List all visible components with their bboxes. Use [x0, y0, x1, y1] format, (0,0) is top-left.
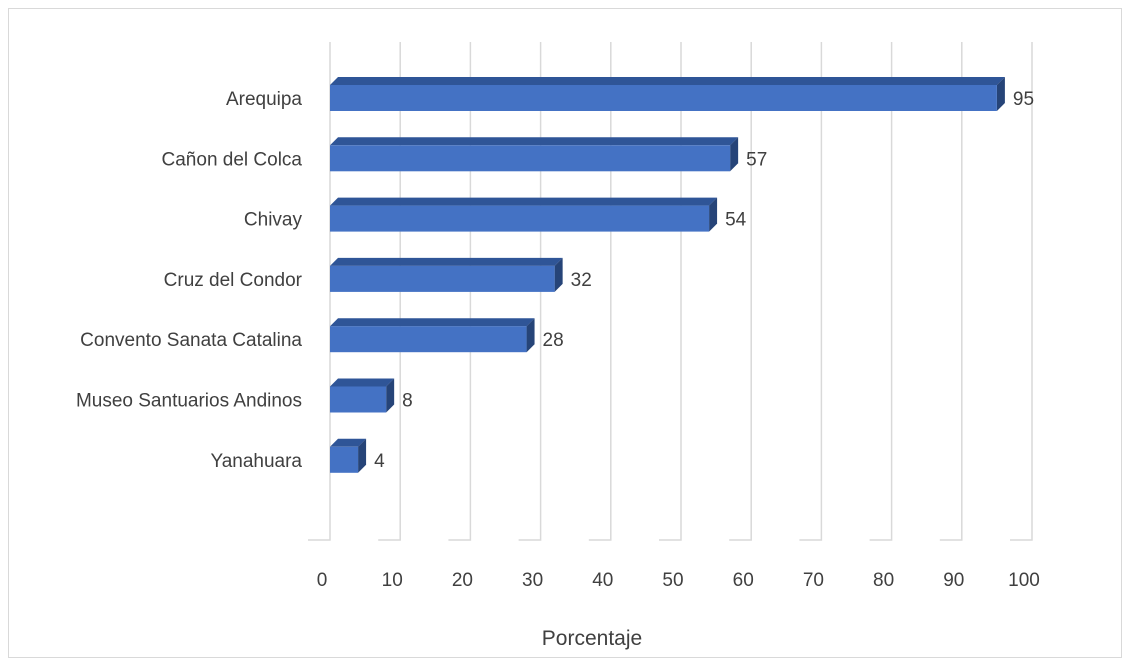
x-tick-label: 40: [592, 570, 613, 591]
bar-top-face: [330, 197, 718, 206]
bar: [330, 257, 563, 292]
category-label: Museo Santuarios Andinos: [76, 391, 302, 412]
bar-front-face: [330, 446, 359, 473]
gridline: [799, 42, 823, 541]
bar: [330, 77, 1005, 111]
data-label: 54: [725, 210, 747, 231]
x-tick-label: 60: [733, 570, 754, 591]
x-axis-title: Porcentaje: [542, 627, 642, 650]
x-tick-label: 100: [1008, 570, 1040, 591]
gridline: [308, 42, 331, 541]
x-tick-label: 70: [803, 570, 824, 591]
x-tick-label: 30: [522, 570, 543, 591]
data-label: 32: [571, 270, 592, 291]
x-tick-label: 10: [382, 570, 403, 591]
bar-top-face: [330, 77, 1005, 85]
bar-side-face: [996, 77, 1005, 111]
gridline: [869, 42, 893, 541]
bar-side-face: [730, 137, 739, 172]
gridline: [729, 42, 752, 541]
bar-front-face: [330, 326, 527, 353]
x-tick-label: 0: [317, 570, 328, 591]
bars: [330, 77, 1005, 473]
bar: [330, 197, 718, 232]
category-label: Arequipa: [226, 89, 302, 110]
bar-top-face: [330, 378, 395, 387]
labels: 0 10 20 30 40 50 60 70 80 90 100 Arequipa 95 Cañon de…: [76, 89, 1040, 591]
data-label: 57: [746, 149, 767, 170]
x-tick-label: 80: [873, 570, 894, 591]
gridline: [939, 42, 963, 541]
bar-side-face: [358, 438, 367, 473]
category-label: Cañon del Colca: [162, 149, 303, 170]
bar-front-face: [330, 265, 555, 292]
bar-front-face: [330, 85, 997, 111]
bar: [330, 378, 395, 413]
gridline: [659, 42, 682, 541]
category-label: Cruz del Condor: [164, 270, 303, 291]
category-label: Convento Sanata Catalina: [80, 330, 302, 351]
bar-front-face: [330, 145, 731, 172]
bar-front-face: [330, 386, 387, 413]
bar-top-face: [330, 257, 563, 266]
category-label: Chivay: [244, 210, 303, 231]
x-tick-label: 20: [452, 570, 473, 591]
category-label: Yanahuara: [210, 451, 302, 472]
bar-side-face: [386, 378, 395, 413]
bar-side-face: [709, 197, 718, 232]
bar-side-face: [554, 257, 563, 292]
gridline: [588, 42, 612, 541]
chart-frame: [8, 8, 1122, 658]
bar-top-face: [330, 137, 739, 146]
x-tick-label: 90: [943, 570, 964, 591]
data-label: 95: [1013, 89, 1034, 110]
x-tick-label: 50: [662, 570, 683, 591]
bar: [330, 137, 739, 172]
bar-front-face: [330, 205, 710, 232]
bar-side-face: [526, 318, 535, 353]
bar-top-face: [330, 438, 367, 447]
bar-top-face: [330, 318, 535, 327]
bar: [330, 438, 367, 473]
data-label: 8: [402, 391, 413, 412]
bar: [330, 318, 535, 353]
data-label: 4: [374, 451, 385, 472]
data-label: 28: [543, 330, 564, 351]
gridline: [1010, 42, 1033, 541]
